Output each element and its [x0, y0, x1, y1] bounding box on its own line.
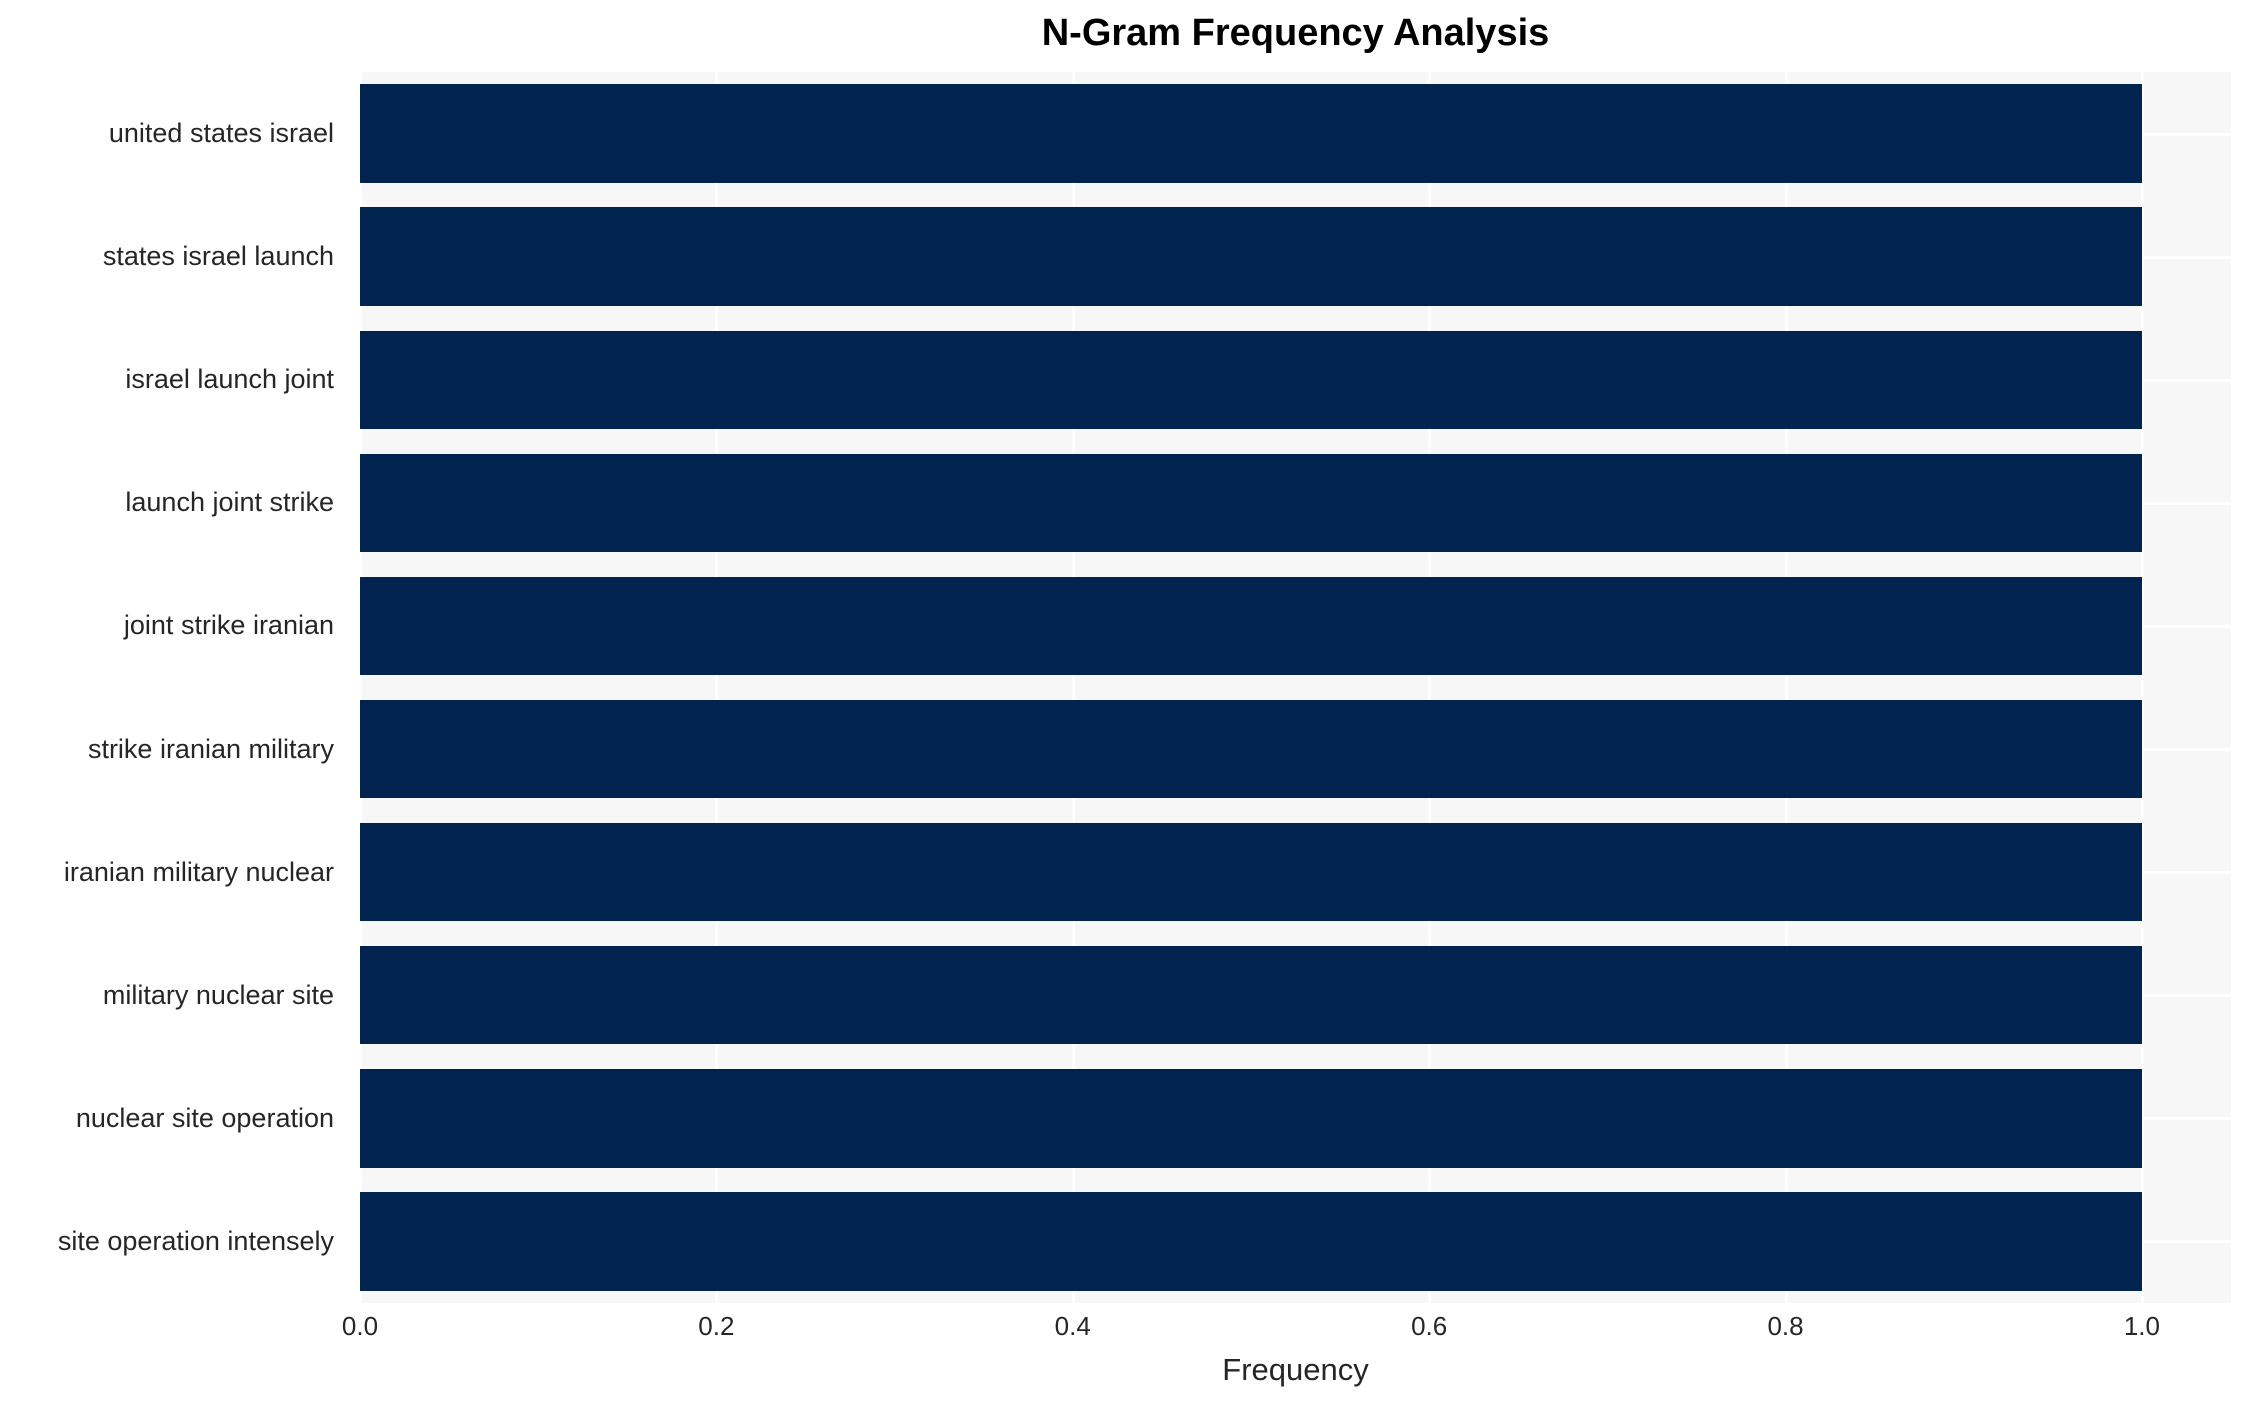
y-tick-label: site operation intensely: [57, 1225, 334, 1256]
bar: [360, 453, 2142, 553]
x-tick-label: 0.0: [341, 1311, 379, 1341]
y-tick-label: israel launch joint: [125, 364, 334, 395]
vertical-gridline: [2140, 72, 2144, 1303]
y-tick-label: strike iranian military: [87, 733, 334, 764]
y-tick-label: military nuclear site: [102, 979, 334, 1010]
vertical-gridline: [1784, 72, 1788, 1303]
x-axis-tick-labels: 0.0 0.2 0.4 0.6 0.8 1.0: [342, 1303, 2231, 1347]
chart-title: N-Gram Frequency Analysis: [1041, 12, 1550, 54]
y-tick-label: joint strike iranian: [123, 610, 334, 641]
plot-area: [359, 72, 2231, 1303]
x-tick-label: 0.8: [1767, 1311, 1804, 1341]
bar: [360, 699, 2142, 799]
x-tick-label: 1.0: [2123, 1311, 2160, 1341]
vertical-gridline: [359, 72, 362, 1303]
y-axis-labels: united states israel states israel launch…: [0, 72, 346, 1303]
x-tick-label: 0.4: [1054, 1311, 1091, 1341]
y-tick-label: states israel launch: [102, 241, 334, 272]
y-tick-label: iranian military nuclear: [63, 856, 334, 887]
vertical-gridline: [715, 72, 719, 1303]
bar: [360, 330, 2142, 429]
y-tick-label: united states israel: [108, 118, 334, 149]
y-tick-label: nuclear site operation: [75, 1102, 334, 1133]
y-tick-label: launch joint strike: [125, 487, 334, 518]
bar: [360, 576, 2142, 676]
bar: [360, 1069, 2142, 1168]
x-axis-title: Frequency: [1222, 1352, 1369, 1387]
vertical-gridline: [1071, 72, 1075, 1303]
bar: [360, 946, 2142, 1045]
x-tick-label: 0.2: [698, 1311, 735, 1341]
bar: [360, 84, 2142, 183]
bar: [360, 822, 2142, 922]
bar: [360, 1192, 2142, 1291]
x-tick-label: 0.6: [1411, 1311, 1448, 1341]
bar: [360, 207, 2142, 306]
vertical-gridline: [1428, 72, 1432, 1303]
